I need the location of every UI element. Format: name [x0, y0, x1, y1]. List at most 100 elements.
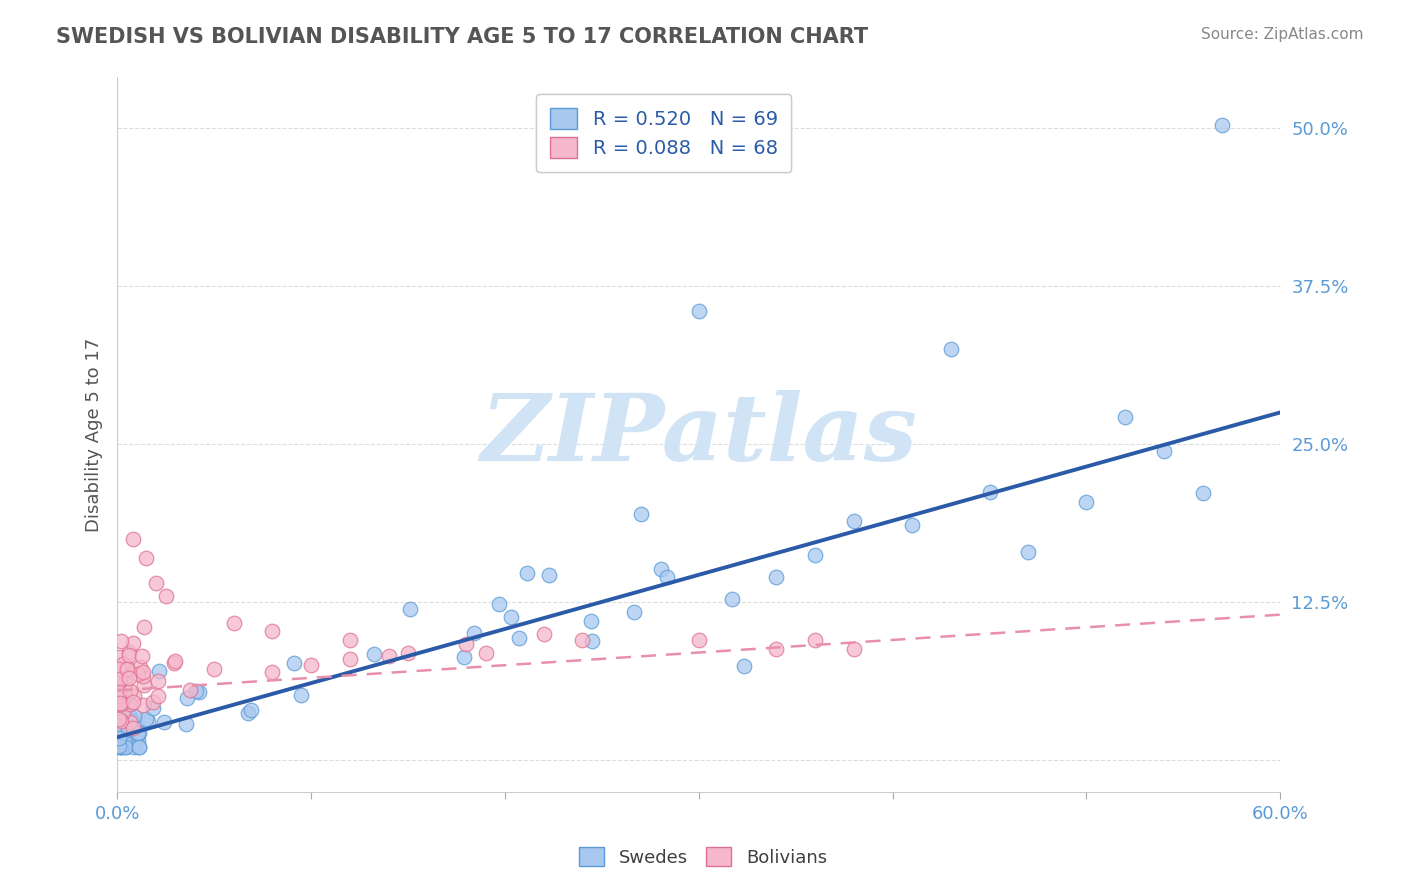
Point: [501, 610, 523, 624]
Point: [155, 589, 177, 603]
Point: [533, 626, 555, 640]
Point: [456, 637, 478, 651]
Point: [117, 661, 139, 675]
Point: [623, 605, 645, 619]
Point: [283, 657, 305, 671]
Point: [120, 713, 142, 727]
Point: [108, 685, 131, 699]
Point: [110, 697, 132, 711]
Point: [110, 706, 132, 720]
Point: [339, 652, 361, 666]
Point: [262, 665, 284, 679]
Point: [236, 706, 259, 721]
Point: [571, 632, 593, 647]
Point: [1191, 486, 1213, 500]
Point: [240, 703, 263, 717]
Point: [145, 576, 167, 591]
Point: [111, 709, 134, 723]
Point: [842, 641, 865, 656]
Point: [804, 548, 827, 562]
Point: [804, 632, 827, 647]
Point: [733, 659, 755, 673]
Point: [111, 723, 134, 737]
Point: [1153, 444, 1175, 458]
Point: [110, 689, 132, 703]
Point: [114, 676, 136, 690]
Point: [842, 514, 865, 528]
Point: [538, 568, 561, 582]
Point: [120, 715, 142, 730]
Text: Source: ZipAtlas.com: Source: ZipAtlas.com: [1201, 27, 1364, 42]
Point: [108, 731, 131, 745]
Point: [122, 708, 145, 723]
Point: [176, 690, 198, 705]
Point: [134, 620, 156, 634]
Point: [108, 740, 131, 755]
Point: [127, 726, 149, 740]
Point: [108, 692, 131, 706]
Point: [124, 740, 146, 755]
Point: [474, 646, 496, 660]
Point: [124, 689, 146, 703]
Point: [121, 532, 143, 546]
Point: [122, 636, 145, 650]
Point: [688, 304, 710, 318]
Point: [655, 570, 678, 584]
Point: [581, 634, 603, 648]
Point: [630, 507, 652, 521]
Point: [581, 615, 603, 629]
Point: [901, 517, 924, 532]
Point: [118, 648, 141, 662]
Point: [108, 712, 131, 726]
Point: [202, 662, 225, 676]
Point: [262, 624, 284, 638]
Point: [153, 714, 176, 729]
Point: [108, 674, 131, 689]
Point: [1114, 409, 1136, 424]
Point: [128, 740, 150, 755]
Point: [117, 736, 139, 750]
Point: [184, 684, 207, 698]
Point: [132, 698, 155, 713]
Point: [110, 730, 132, 744]
Point: [108, 739, 131, 753]
Text: ZIPatlas: ZIPatlas: [481, 390, 917, 480]
Point: [187, 684, 209, 698]
Point: [148, 689, 170, 703]
Point: [165, 654, 187, 668]
Point: [142, 701, 165, 715]
Point: [939, 342, 962, 356]
Point: [111, 709, 134, 723]
Point: [114, 690, 136, 704]
Point: [128, 726, 150, 740]
Point: [114, 736, 136, 750]
Point: [135, 550, 157, 565]
Legend: Swedes, Bolivians: Swedes, Bolivians: [572, 840, 834, 874]
Point: [108, 737, 131, 751]
Point: [765, 570, 787, 584]
Point: [463, 626, 485, 640]
Point: [115, 662, 138, 676]
Point: [1076, 494, 1098, 508]
Point: [110, 740, 132, 755]
Point: [163, 656, 186, 670]
Point: [111, 704, 134, 718]
Point: [176, 716, 198, 731]
Y-axis label: Disability Age 5 to 17: Disability Age 5 to 17: [86, 337, 103, 532]
Point: [136, 714, 159, 728]
Point: [117, 694, 139, 708]
Point: [399, 601, 422, 615]
Point: [488, 598, 510, 612]
Point: [128, 740, 150, 755]
Point: [132, 669, 155, 683]
Point: [363, 647, 385, 661]
Point: [118, 645, 141, 659]
Point: [979, 484, 1001, 499]
Point: [108, 689, 131, 703]
Point: [453, 650, 475, 665]
Point: [148, 673, 170, 688]
Point: [122, 695, 145, 709]
Point: [127, 666, 149, 681]
Point: [114, 740, 136, 755]
Point: [721, 591, 744, 606]
